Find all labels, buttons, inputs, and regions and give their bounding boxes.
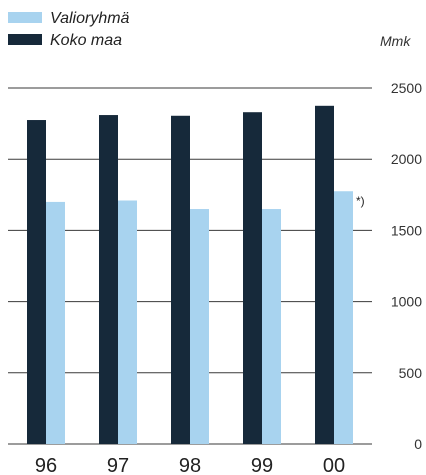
- y-tick-label-0: 0: [414, 436, 422, 452]
- y-tick-label-2500: 2500: [391, 80, 422, 96]
- x-axis-ticks: 96 97 98 99 00: [35, 455, 345, 475]
- x-tick-label-00: 00: [323, 455, 345, 475]
- bar-koko-maa-98: [171, 115, 190, 444]
- bars: [27, 105, 353, 445]
- y-axis-unit-label: Mmk: [380, 33, 411, 49]
- legend-swatch-koko-maa: [8, 34, 42, 45]
- legend-swatch-valioryhm-: [8, 12, 42, 23]
- y-tick-label-2000: 2000: [391, 151, 422, 167]
- bar-valioryhm--97: [118, 200, 137, 444]
- legend-label-valioryhm-: Valioryhmä: [50, 10, 130, 27]
- bar-koko-maa-00: [315, 105, 334, 445]
- bar-koko-maa-99: [243, 112, 262, 444]
- y-tick-label-1500: 1500: [391, 222, 422, 238]
- legend-label-koko-maa: Koko maa: [50, 32, 122, 49]
- bar-koko-maa-96: [27, 120, 46, 444]
- annotations: *): [356, 194, 365, 208]
- bar-valioryhm--96: [46, 201, 65, 444]
- bar-valioryhm--00: [334, 191, 353, 444]
- x-tick-label-97: 97: [107, 455, 129, 475]
- y-tick-label-500: 500: [399, 365, 423, 381]
- x-tick-label-96: 96: [35, 455, 57, 475]
- x-tick-label-99: 99: [251, 455, 273, 475]
- annotation-footnote-marker: *): [356, 194, 365, 208]
- x-tick-label-98: 98: [179, 455, 201, 475]
- bar-valioryhm--99: [262, 209, 281, 444]
- bar-valioryhm--98: [190, 209, 209, 444]
- y-axis-ticks: 0 500 1000 1500 2000 2500: [391, 80, 422, 452]
- y-tick-label-1000: 1000: [391, 294, 422, 310]
- legend: Valioryhmä Koko maa: [8, 10, 130, 49]
- bar-koko-maa-97: [99, 115, 118, 444]
